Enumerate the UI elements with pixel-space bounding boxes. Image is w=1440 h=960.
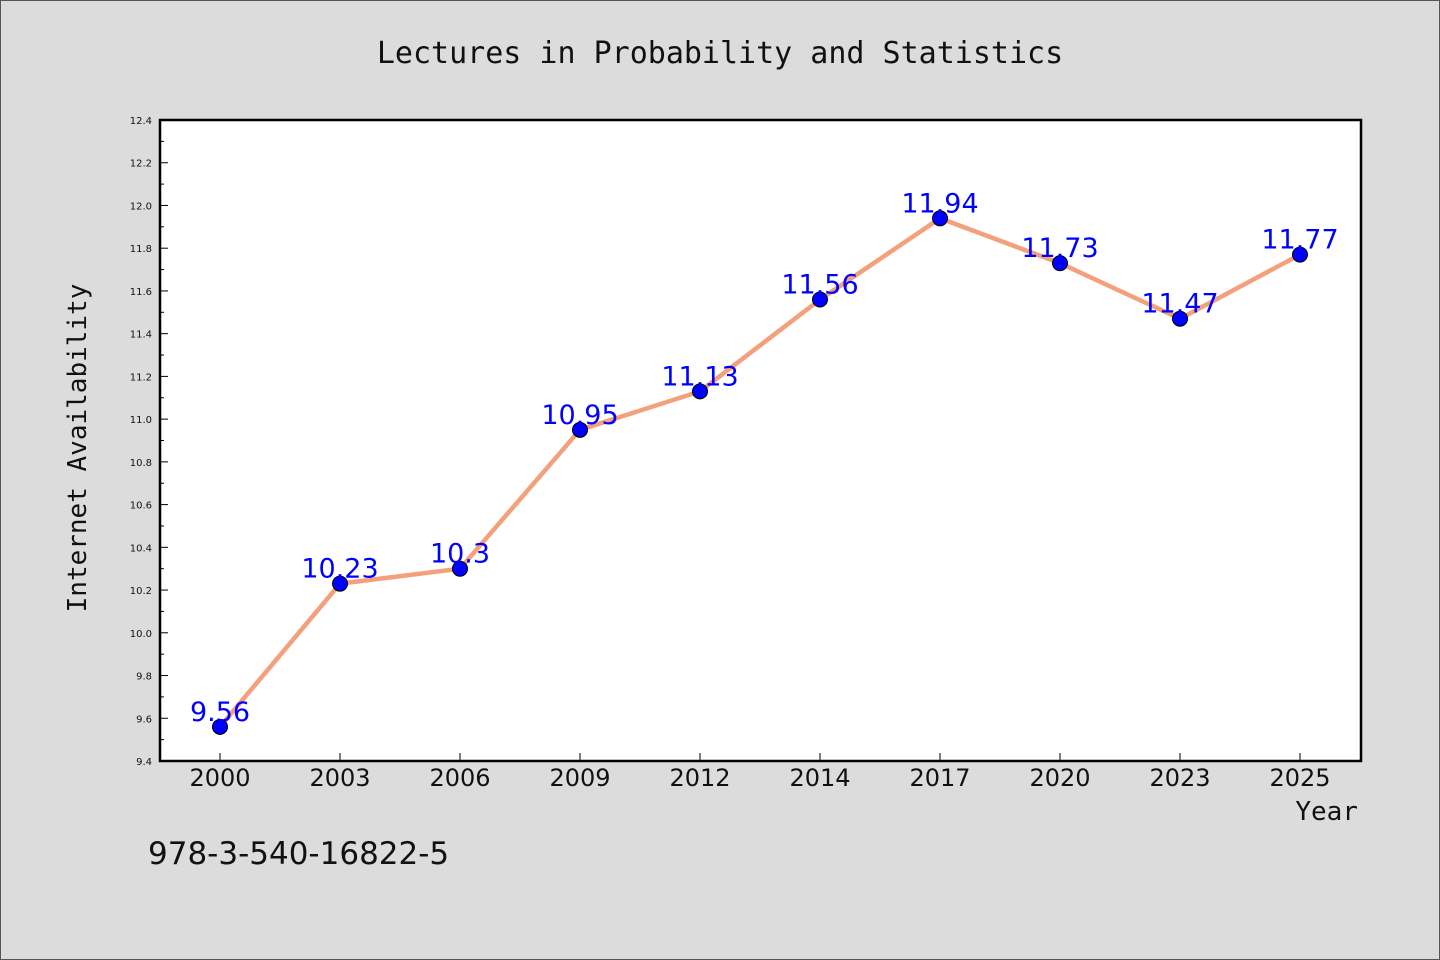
x-tick-label: 2009: [549, 764, 610, 792]
data-point: [692, 383, 708, 400]
y-tick-label: 10.2: [130, 586, 152, 597]
x-tick-label: 2003: [309, 764, 370, 792]
x-tick-label: 2006: [429, 764, 490, 792]
data-point: [212, 718, 228, 735]
plot-area: [158, 118, 1363, 763]
y-tick-label: 10.0: [130, 629, 152, 640]
x-tick-label: 2014: [789, 764, 850, 792]
x-tick-label: 2000: [189, 764, 250, 792]
y-tick-label: 10.4: [130, 543, 152, 554]
y-tick-label: 12.2: [130, 159, 152, 170]
y-tick-label: 9.8: [136, 672, 152, 683]
y-tick-label: 12.4: [130, 116, 152, 127]
data-label: 11.73: [1021, 233, 1098, 264]
data-label: 11.47: [1141, 289, 1218, 320]
isbn-text: 978-3-540-16822-5: [148, 836, 449, 872]
data-labels: 9.56 10.23 10.3 10.95 11.13 11.56 11.94 11.73 11…: [190, 188, 1339, 728]
y-axis: 9.4 9.6 9.8 10.0 10.2 10.4 10.6 10.8 11.0 11.2 11.…: [130, 116, 168, 768]
y-tick-label: 11.8: [130, 244, 152, 255]
chart-title: Lectures in Probability and Statistics: [377, 36, 1063, 71]
y-axis-label: Internet Availability: [63, 284, 93, 613]
data-point: [1172, 310, 1188, 327]
y-tick-label: 11.4: [130, 330, 152, 341]
data-label: 11.94: [901, 188, 978, 219]
y-tick-label: 11.0: [130, 415, 152, 426]
series-line-group: [217, 216, 1303, 730]
y-tick-label: 11.6: [130, 287, 152, 298]
data-label: 11.56: [781, 269, 858, 300]
data-label: 11.77: [1261, 225, 1338, 256]
x-tick-label: 2012: [669, 764, 730, 792]
y-tick-label: 9.6: [136, 714, 152, 725]
data-point: [1292, 246, 1308, 263]
x-tick-label: 2023: [1149, 764, 1210, 792]
data-label: 10.95: [541, 400, 618, 431]
series-line: [217, 216, 1303, 730]
y-tick-label: 10.6: [130, 501, 152, 512]
data-point: [812, 291, 828, 308]
y-tick-label: 11.2: [130, 372, 152, 383]
data-point: [572, 421, 588, 438]
y-tick-label: 12.0: [130, 201, 152, 212]
data-label: 11.13: [661, 361, 738, 392]
data-label: 10.23: [301, 554, 378, 585]
data-point: [452, 560, 468, 577]
data-label: 10.3: [430, 539, 490, 570]
data-point: [932, 210, 948, 227]
x-axis: 2000 2003 2006 2009 2012 2014 2017 2020 2023 2025: [189, 753, 1331, 792]
y-tick-label: 10.8: [130, 458, 152, 469]
y-tick-label: 9.4: [136, 757, 152, 768]
x-tick-label: 2025: [1269, 764, 1330, 792]
x-tick-label: 2017: [909, 764, 970, 792]
data-label: 9.56: [190, 697, 250, 728]
x-tick-label: 2020: [1029, 764, 1090, 792]
data-point: [1052, 255, 1068, 272]
x-axis-label: Year: [1295, 797, 1358, 827]
data-point: [332, 575, 348, 592]
data-markers: [212, 210, 1308, 735]
